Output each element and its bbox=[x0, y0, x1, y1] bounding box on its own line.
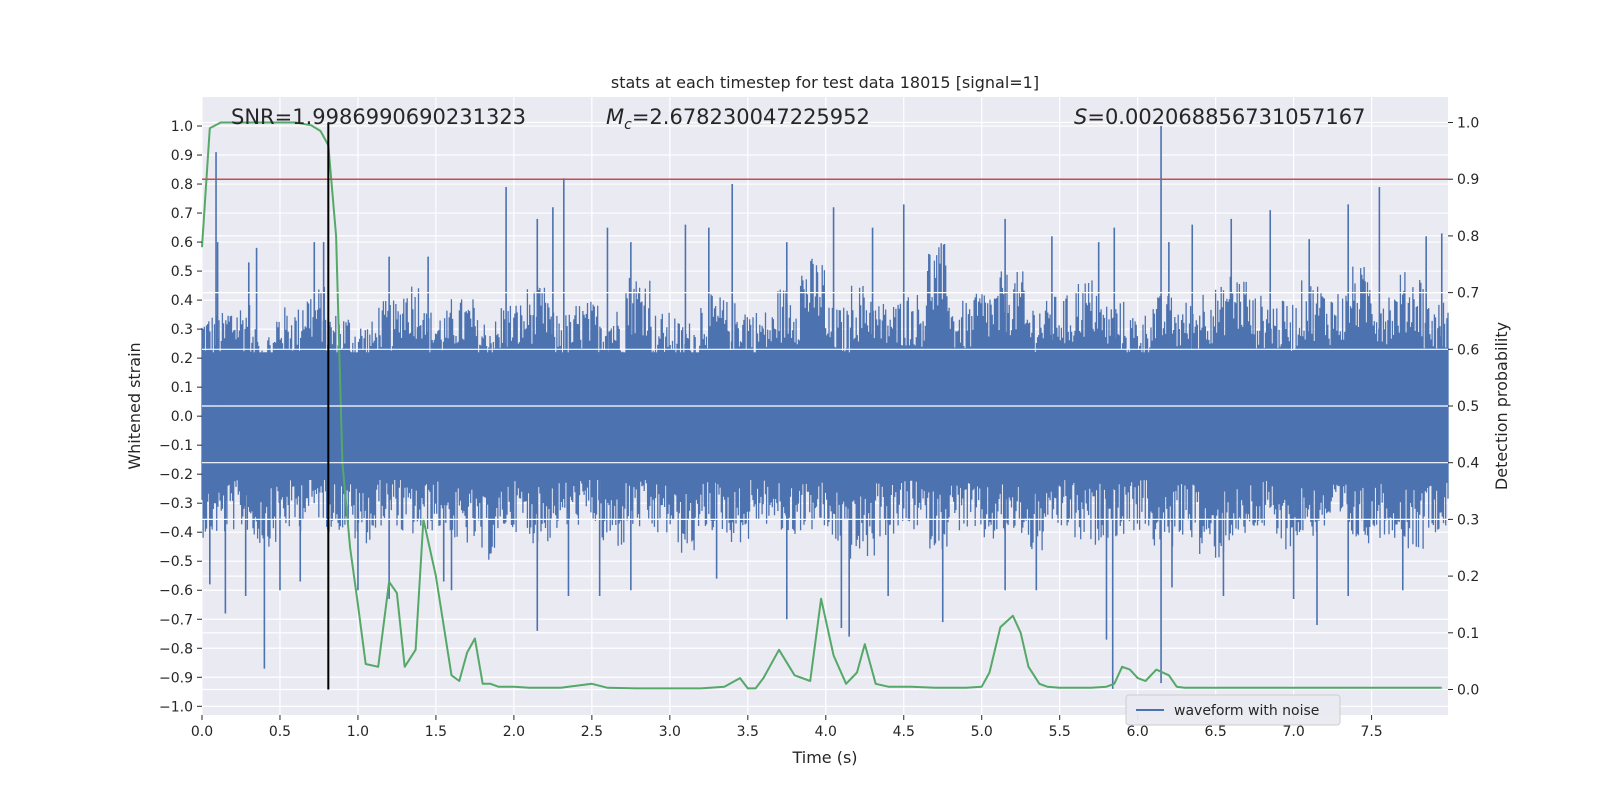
x-tick-label: 6.0 bbox=[1127, 724, 1149, 740]
chirp-mass-symbol: M bbox=[606, 105, 624, 129]
y-tick-label-right: 0.1 bbox=[1457, 626, 1479, 642]
y-tick-label-right: 0.4 bbox=[1457, 456, 1479, 472]
x-tick-label: 7.5 bbox=[1360, 724, 1382, 740]
y-tick-label-left: −0.8 bbox=[159, 641, 193, 657]
y-tick-label-left: −0.9 bbox=[159, 670, 193, 686]
y-tick-label-right: 0.5 bbox=[1457, 399, 1479, 415]
x-tick-label: 5.0 bbox=[971, 724, 993, 740]
y-tick-label-right: 0.2 bbox=[1457, 569, 1479, 585]
y-tick-label-right: 1.0 bbox=[1457, 116, 1479, 132]
x-tick-label: 2.5 bbox=[581, 724, 603, 740]
y-tick-label-left: −0.2 bbox=[159, 467, 193, 483]
y-tick-label-left: 0.9 bbox=[171, 148, 193, 164]
x-axis-label: Time (s) bbox=[791, 748, 857, 767]
x-tick-label: 4.0 bbox=[815, 724, 837, 740]
overlays bbox=[202, 122, 1448, 690]
chirp-mass-annotation: Mc=2.678230047225952 bbox=[606, 105, 870, 133]
y-tick-label-left: −0.5 bbox=[159, 554, 193, 570]
waveform-core-band bbox=[202, 352, 1448, 480]
x-tick-label: 1.0 bbox=[347, 724, 369, 740]
y-tick-label-right: 0.6 bbox=[1457, 342, 1479, 358]
y-tick-label-right: 0.9 bbox=[1457, 172, 1479, 188]
y-tick-label-left: 0.6 bbox=[171, 235, 193, 251]
legend: waveform with noise bbox=[1125, 694, 1341, 726]
y-tick-label-right: 0.7 bbox=[1457, 286, 1479, 302]
chirp-mass-value: =2.678230047225952 bbox=[632, 105, 870, 129]
x-tick-label: 6.5 bbox=[1205, 724, 1227, 740]
y-tick-label-left: −1.0 bbox=[159, 699, 193, 715]
s-value: =0.002068856731057167 bbox=[1087, 105, 1365, 129]
y-tick-label-right: 0.8 bbox=[1457, 229, 1479, 245]
snr-annotation: SNR=1.9986990690231323 bbox=[231, 105, 526, 129]
probability-series bbox=[201, 121, 1442, 690]
y-tick-label-left: −0.6 bbox=[159, 583, 193, 599]
x-tick-label: 2.0 bbox=[503, 724, 525, 740]
y-tick-label-left: −0.1 bbox=[159, 438, 193, 454]
y-tick-label-right: 0.0 bbox=[1457, 682, 1479, 698]
y-tick-label-right: 0.3 bbox=[1457, 512, 1479, 528]
y-tick-label-left: 0.2 bbox=[171, 351, 193, 367]
x-tick-label: 0.0 bbox=[191, 724, 213, 740]
x-tick-label: 3.0 bbox=[659, 724, 681, 740]
x-tick-label: 5.5 bbox=[1049, 724, 1071, 740]
y-axis-label-left: Whitened strain bbox=[125, 342, 144, 469]
x-tick-label: 3.5 bbox=[737, 724, 759, 740]
legend-box bbox=[1125, 694, 1341, 726]
x-tick-label: 4.5 bbox=[893, 724, 915, 740]
s-symbol: S bbox=[1074, 105, 1087, 129]
s-annotation: S=0.002068856731057167 bbox=[1074, 105, 1365, 129]
ticks: 0.0 0.5 1.0 1.5 2.0 2.5 3.0 3.5 4.0 4.5 5.0 5.5 6.0 6… bbox=[159, 116, 1479, 740]
y-tick-label-left: 0.5 bbox=[171, 264, 193, 280]
chirp-mass-subscript: c bbox=[624, 117, 632, 133]
y-tick-label-left: 0.1 bbox=[171, 380, 193, 396]
probability-line bbox=[201, 121, 1442, 690]
y-tick-label-left: −0.3 bbox=[159, 496, 193, 512]
y-tick-label-left: 0.4 bbox=[171, 293, 193, 309]
y-tick-label-left: 0.0 bbox=[171, 409, 193, 425]
y-tick-label-left: −0.7 bbox=[159, 612, 193, 628]
x-tick-label: 7.0 bbox=[1282, 724, 1304, 740]
y-tick-label-left: 0.3 bbox=[171, 322, 193, 338]
legend-label-waveform: waveform with noise bbox=[1174, 703, 1319, 719]
x-tick-label: 0.5 bbox=[269, 724, 291, 740]
x-tick-label: 1.5 bbox=[425, 724, 447, 740]
y-tick-label-left: −0.4 bbox=[159, 525, 193, 541]
y-tick-label-left: 1.0 bbox=[171, 119, 193, 135]
y-tick-label-left: 0.8 bbox=[171, 177, 193, 193]
waveform-series bbox=[201, 126, 1449, 689]
chart-title: stats at each timestep for test data 180… bbox=[611, 73, 1039, 92]
y-axis-label-right: Detection probability bbox=[1492, 322, 1511, 490]
y-tick-label-left: 0.7 bbox=[171, 206, 193, 222]
